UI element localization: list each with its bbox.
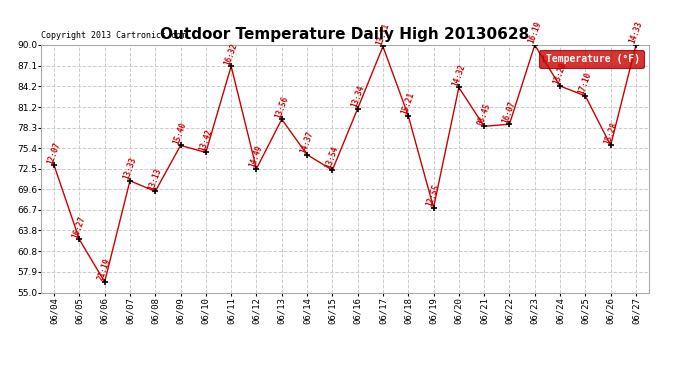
Text: 13:11: 13:11 [375, 22, 391, 46]
Text: 13:33: 13:33 [121, 156, 138, 181]
Text: 16:07: 16:07 [501, 99, 518, 124]
Text: 15:21: 15:21 [400, 91, 416, 116]
Text: 13:56: 13:56 [273, 94, 290, 119]
Text: 16:32: 16:32 [223, 41, 239, 66]
Text: 12:55: 12:55 [425, 183, 442, 208]
Text: 14:32: 14:32 [451, 63, 466, 87]
Text: 16:27: 16:27 [71, 214, 87, 240]
Text: 13:34: 13:34 [349, 84, 366, 109]
Text: 14:37: 14:37 [299, 130, 315, 154]
Text: 15:40: 15:40 [172, 121, 188, 146]
Text: 16:19: 16:19 [526, 20, 542, 45]
Text: 13:42: 13:42 [197, 128, 214, 153]
Text: 14:49: 14:49 [248, 144, 264, 169]
Text: 14:33: 14:33 [627, 20, 644, 45]
Text: 12:07: 12:07 [46, 140, 62, 165]
Text: 13:28: 13:28 [551, 61, 568, 86]
Text: 21:19: 21:19 [96, 257, 112, 282]
Text: 15:28: 15:28 [602, 121, 618, 146]
Text: Copyright 2013 Cartronics.com: Copyright 2013 Cartronics.com [41, 31, 186, 40]
Text: 17:10: 17:10 [577, 71, 593, 96]
Text: 13:54: 13:54 [324, 146, 340, 170]
Legend: Temperature (°F): Temperature (°F) [539, 50, 644, 68]
Text: 13:13: 13:13 [147, 166, 163, 191]
Text: 08:45: 08:45 [475, 102, 492, 126]
Title: Outdoor Temperature Daily High 20130628: Outdoor Temperature Daily High 20130628 [160, 27, 530, 42]
